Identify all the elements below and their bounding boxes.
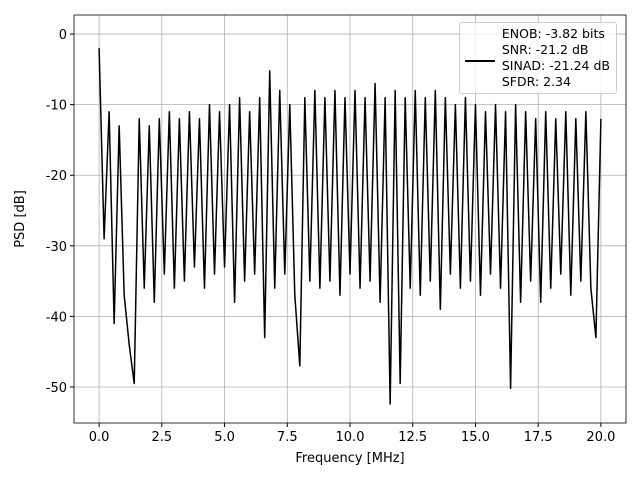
x-tick-label: 17.5 [524, 430, 553, 445]
x-tick-label: 7.5 [277, 430, 298, 445]
y-tick-label: 0 [59, 28, 67, 43]
x-tick-label: 20.0 [586, 430, 615, 445]
x-tick-label: 15.0 [461, 430, 490, 445]
legend-label: ENOB: -3.82 bits SNR: -21.2 dB SINAD: -2… [501, 26, 610, 89]
y-tick-label: -20 [46, 169, 67, 184]
y-tick-label: -40 [46, 310, 67, 325]
x-tick-label: 10.0 [336, 430, 365, 445]
y-tick-label: -30 [46, 240, 67, 255]
x-tick-label: 2.5 [151, 430, 172, 445]
legend-swatch [464, 60, 495, 62]
y-axis-label: PSD [dB] [13, 190, 28, 248]
x-axis-label: Frequency [MHz] [295, 451, 404, 466]
x-tick-label: 12.5 [398, 430, 427, 445]
x-tick-label: 0.0 [89, 430, 110, 445]
x-tick-label: 5.0 [214, 430, 235, 445]
y-tick-label: -10 [46, 99, 67, 114]
plot-frame [73, 14, 627, 424]
series-line [98, 48, 602, 405]
y-tick-label: -50 [46, 381, 67, 396]
legend: ENOB: -3.82 bits SNR: -21.2 dB SINAD: -2… [458, 22, 617, 94]
